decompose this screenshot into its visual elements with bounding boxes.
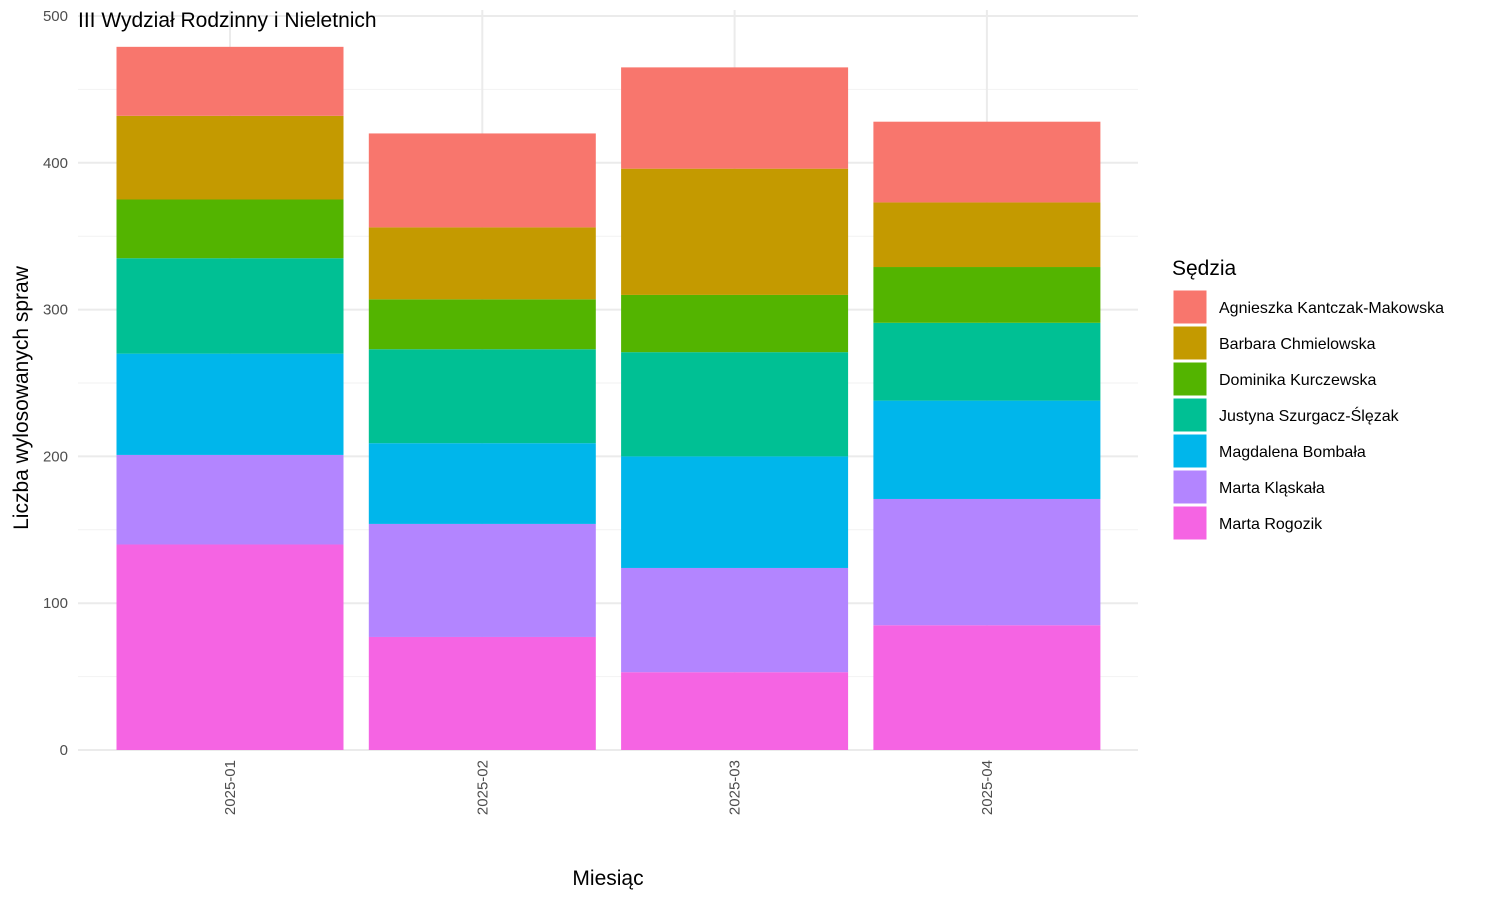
bar-segment — [116, 46, 344, 116]
bar-segment — [116, 353, 344, 455]
bar-segment — [873, 322, 1101, 401]
bar-segment — [621, 456, 849, 568]
bar-segment — [368, 133, 596, 228]
chart-title: III Wydział Rodzinny i Nieletnich — [78, 9, 377, 32]
bar-segment — [621, 672, 849, 750]
bar-segment — [116, 544, 344, 750]
bars — [116, 46, 1101, 750]
legend-key — [1172, 433, 1208, 469]
bar-segment — [873, 498, 1101, 626]
bar-segment — [873, 625, 1101, 750]
legend: Sędzia Agnieszka Kantczak-Makowska Barbar… — [1172, 257, 1444, 541]
bar-segment — [621, 352, 849, 457]
bar-segment — [368, 349, 596, 444]
x-tick-label: 2025-04 — [979, 760, 996, 815]
bar-segment — [873, 121, 1101, 203]
x-tick-label: 2025-01 — [222, 760, 239, 815]
y-tick-label: 500 — [43, 8, 68, 25]
bar-segment — [368, 523, 596, 637]
legend-key — [1172, 325, 1208, 361]
legend-key — [1172, 469, 1208, 505]
legend-key — [1172, 505, 1208, 541]
x-tick-label: 2025-02 — [474, 760, 491, 815]
bar-segment — [621, 168, 849, 295]
bar-segment — [116, 258, 344, 354]
x-axis-title: Miesiąc — [572, 867, 643, 890]
bar-segment — [116, 115, 344, 200]
legend-label: Agnieszka Kantczak-Makowska — [1219, 300, 1444, 317]
bar-segment — [368, 227, 596, 300]
y-tick-label: 200 — [43, 448, 68, 465]
legend-key — [1172, 289, 1208, 325]
y-tick-label: 100 — [43, 595, 68, 612]
bar-segment — [873, 202, 1101, 268]
legend-label: Marta Rogozik — [1219, 516, 1323, 533]
bar-segment — [621, 67, 849, 169]
legend-label: Marta Kląskała — [1219, 480, 1325, 497]
bar-segment — [621, 567, 849, 673]
legend-label: Magdalena Bombała — [1219, 444, 1366, 461]
bar-segment — [621, 294, 849, 353]
legend-title: Sędzia — [1172, 257, 1237, 280]
legend-label: Barbara Chmielowska — [1219, 336, 1376, 353]
legend-label: Dominika Kurczewska — [1219, 372, 1376, 389]
y-axis-title: Liczba wylosowanych spraw — [10, 265, 33, 530]
bar-segment — [368, 636, 596, 750]
bar-segment — [116, 454, 344, 545]
bar-segment — [368, 299, 596, 350]
legend-key — [1172, 397, 1208, 433]
legend-key — [1172, 361, 1208, 397]
legend-label: Justyna Szurgacz-Ślęzak — [1219, 406, 1400, 425]
y-tick-label: 400 — [43, 155, 68, 172]
y-tick-label: 300 — [43, 302, 68, 319]
bar-segment — [873, 400, 1101, 499]
x-axis-ticks: 2025-01 2025-02 2025-03 2025-04 — [222, 760, 996, 815]
y-tick-label: 0 — [60, 742, 68, 759]
bar-segment — [873, 267, 1101, 323]
x-tick-label: 2025-03 — [727, 760, 744, 815]
bar-segment — [368, 443, 596, 524]
y-axis-ticks: 0 100 200 300 400 500 — [43, 8, 68, 759]
bar-segment — [116, 199, 344, 259]
